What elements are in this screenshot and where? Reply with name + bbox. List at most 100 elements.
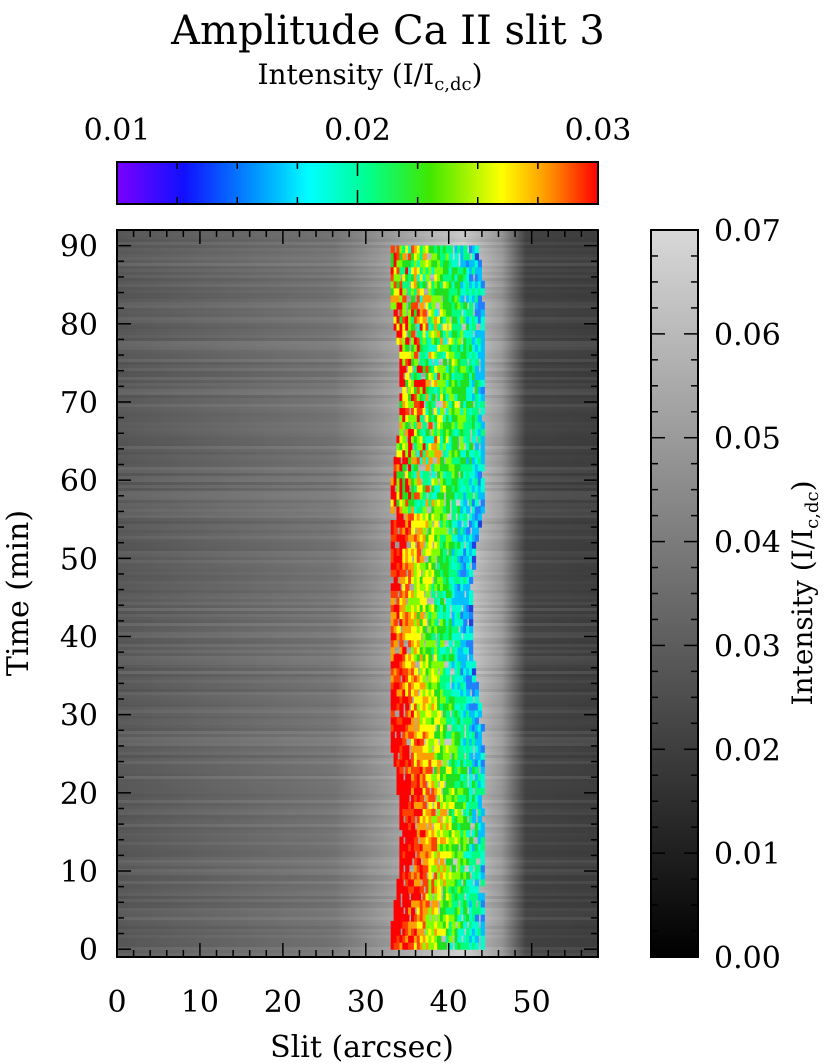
time-stripe	[117, 533, 598, 536]
amplitude-pixel	[437, 562, 442, 570]
amplitude-pixel	[434, 520, 439, 528]
amplitude-pixel	[471, 541, 477, 549]
amplitude-pixel	[471, 688, 477, 697]
amplitude-pixel	[390, 266, 395, 275]
amplitude-pixel	[402, 527, 407, 535]
amplitude-pixel	[396, 787, 401, 795]
amplitude-pixel	[442, 667, 448, 676]
amplitude-pixel	[437, 273, 442, 282]
amplitude-pixel	[480, 752, 485, 760]
amplitude-pixel	[396, 498, 401, 507]
amplitude-pixel	[466, 717, 471, 725]
amplitude-pixel	[440, 287, 445, 296]
amplitude-pixel	[454, 583, 459, 591]
amplitude-pixel	[416, 379, 421, 387]
amplitude-pixel	[480, 344, 485, 352]
amplitude-pixel	[454, 907, 459, 915]
amplitude-pixel	[440, 604, 445, 612]
amplitude-pixel	[422, 914, 427, 922]
amplitude-pixel	[454, 477, 459, 486]
amplitude-pixel	[474, 787, 479, 795]
amplitude-pixel	[466, 365, 471, 373]
amplitude-pixel	[428, 245, 433, 254]
amplitude-pixel	[466, 534, 471, 542]
amplitude-pixel	[451, 674, 456, 683]
amplitude-pixel	[431, 794, 436, 802]
amplitude-pixel	[440, 780, 445, 788]
amplitude-pixel	[428, 520, 433, 528]
amplitude-pixel	[466, 372, 471, 380]
amplitude-pixel	[431, 590, 436, 598]
amplitude-pixel	[457, 604, 462, 612]
time-stripe	[117, 263, 598, 266]
amplitude-pixel	[480, 766, 485, 774]
amplitude-pixel	[442, 442, 448, 451]
time-stripe	[117, 506, 598, 509]
amplitude-pixel	[425, 857, 430, 866]
amplitude-pixel	[419, 766, 424, 774]
amplitude-pixel	[408, 309, 413, 317]
amplitude-pixel	[428, 632, 433, 641]
amplitude-pixel	[413, 442, 419, 451]
time-stripe	[117, 338, 598, 341]
amplitude-pixel	[437, 386, 442, 394]
amplitude-pixel	[416, 885, 421, 894]
amplitude-pixel	[428, 513, 433, 521]
amplitude-pixel	[442, 400, 448, 408]
time-stripe	[117, 329, 598, 332]
time-stripe	[117, 275, 598, 278]
amplitude-pixel	[442, 611, 448, 620]
amplitude-pixel	[399, 745, 404, 753]
amplitude-pixel	[437, 527, 442, 535]
amplitude-pixel	[457, 695, 462, 704]
amplitude-pixel	[471, 358, 477, 366]
amplitude-pixel	[408, 330, 413, 338]
amplitude-pixel	[440, 365, 445, 373]
amplitude-pixel	[390, 287, 395, 296]
amplitude-pixel	[445, 470, 450, 479]
amplitude-pixel	[434, 421, 439, 430]
amplitude-pixel	[440, 773, 445, 781]
amplitude-pixel	[422, 266, 427, 275]
amplitude-pixel	[474, 449, 479, 458]
amplitude-pixel	[451, 850, 456, 859]
amplitude-pixel	[448, 942, 453, 950]
amplitude-pixel	[425, 400, 430, 408]
amplitude-pixel	[408, 259, 413, 268]
amplitude-pixel	[405, 400, 410, 408]
amplitude-pixel	[413, 787, 419, 795]
amplitude-pixel	[471, 294, 477, 303]
time-stripe	[117, 335, 598, 338]
amplitude-pixel	[466, 449, 471, 458]
amplitude-pixel	[431, 491, 436, 500]
amplitude-pixel	[425, 717, 430, 725]
amplitude-pixel	[434, 280, 439, 289]
amplitude-pixel	[448, 534, 453, 542]
amplitude-pixel	[474, 442, 479, 451]
amplitude-pixel	[440, 914, 445, 922]
amplitude-pixel	[408, 787, 413, 795]
amplitude-pixel	[402, 407, 407, 416]
amplitude-pixel	[460, 695, 465, 704]
amplitude-pixel	[413, 695, 419, 704]
amplitude-pixel	[422, 259, 427, 268]
amplitude-pixel	[425, 850, 430, 859]
amplitude-pixel	[451, 414, 456, 423]
amplitude-pixel	[480, 280, 485, 289]
amplitude-pixel	[460, 667, 465, 676]
amplitude-pixel	[471, 562, 477, 570]
amplitude-pixel	[399, 822, 404, 831]
amplitude-pixel	[469, 365, 474, 373]
amplitude-pixel	[408, 386, 413, 394]
amplitude-pixel	[466, 309, 471, 317]
amplitude-pixel	[419, 351, 424, 359]
amplitude-pixel	[408, 660, 413, 669]
amplitude-pixel	[416, 330, 421, 338]
amplitude-pixel	[437, 442, 442, 451]
amplitude-pixel	[474, 928, 479, 936]
amplitude-pixel	[434, 752, 439, 760]
amplitude-pixel	[463, 245, 468, 254]
amplitude-pixel	[469, 857, 474, 866]
amplitude-pixel	[474, 428, 479, 437]
amplitude-pixel	[425, 632, 430, 641]
